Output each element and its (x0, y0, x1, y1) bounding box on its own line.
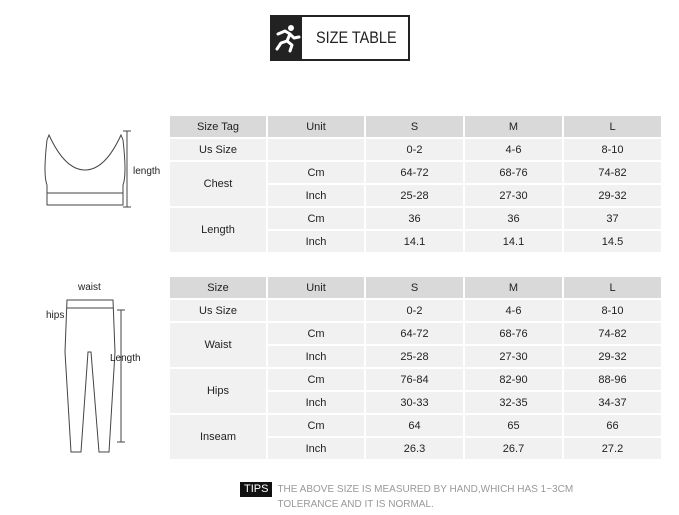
row-label: Inseam (170, 415, 266, 459)
value-cell: 74-82 (564, 323, 661, 344)
unit-cell: Inch (268, 438, 364, 459)
row-label: Hips (170, 369, 266, 413)
header-row: Size Tag Unit S M L (170, 116, 661, 137)
value-cell: 27.2 (564, 438, 661, 459)
column-header: L (564, 277, 661, 298)
column-header: L (564, 116, 661, 137)
value-cell: 88-96 (564, 369, 661, 390)
bra-length-label: length (133, 166, 161, 177)
column-header: Size Tag (170, 116, 266, 137)
table-row: Length Cm 36 36 37 (170, 208, 661, 252)
value-cell: 26.7 (465, 438, 562, 459)
row-label: Chest (170, 162, 266, 206)
value-cell: 14.1 (366, 231, 463, 252)
unit-cell (268, 300, 364, 321)
value-cell: 0-2 (366, 139, 463, 160)
row-label: Length (170, 208, 266, 252)
column-header: M (465, 277, 562, 298)
value-cell: 68-76 (465, 323, 562, 344)
tips-line-1: THE ABOVE SIZE IS MEASURED BY HAND,WHICH… (277, 484, 574, 495)
hips-label: hips (46, 310, 65, 321)
value-cell: 68-76 (465, 162, 562, 183)
unit-cell: Inch (268, 185, 364, 206)
value-cell: 37 (564, 208, 661, 229)
table-row: Inch 25-28 27-30 29-32 (170, 346, 661, 367)
value-cell: 65 (465, 415, 562, 436)
value-cell: 64-72 (366, 162, 463, 183)
table-row: Inch 25-28 27-30 29-32 (170, 185, 661, 206)
tips-note: TIPS THE ABOVE SIZE IS MEASURED BY HAND,… (240, 482, 573, 512)
value-cell: 25-28 (366, 185, 463, 206)
value-cell: 32-35 (465, 392, 562, 413)
unit-cell: Inch (268, 346, 364, 367)
value-cell: 14.1 (465, 231, 562, 252)
column-header: M (465, 116, 562, 137)
unit-cell: Inch (268, 392, 364, 413)
column-header: Size (170, 277, 266, 298)
running-person-icon (270, 15, 302, 61)
leggings-illustration (64, 299, 125, 453)
unit-cell (268, 139, 364, 160)
value-cell: 34-37 (564, 392, 661, 413)
column-header: S (366, 277, 463, 298)
value-cell: 74-82 (564, 162, 661, 183)
header-row: Size Unit S M L (170, 277, 661, 298)
table-row: Inseam Cm 64 65 66 (170, 415, 661, 459)
tips-badge: TIPS (240, 482, 273, 497)
value-cell: 4-6 (465, 139, 562, 160)
length-label: Length (110, 353, 141, 364)
table-row: Waist Cm 64-72 68-76 74-82 (170, 323, 661, 367)
unit-cell: Cm (268, 415, 364, 436)
column-header: Unit (268, 116, 364, 137)
table-row: Us Size 0-2 4-6 8-10 (170, 300, 661, 321)
table-row: Inch 14.1 14.1 14.5 (170, 231, 661, 252)
value-cell: 26.3 (366, 438, 463, 459)
bra-size-table: Size Tag Unit S M L Us Size 0-2 4-6 8-10 Chest Cm 6… (168, 114, 663, 254)
value-cell: 8-10 (564, 300, 661, 321)
value-cell: 76-84 (366, 369, 463, 390)
table-row: Inch 26.3 26.7 27.2 (170, 438, 661, 459)
value-cell: 8-10 (564, 139, 661, 160)
value-cell: 29-32 (564, 185, 661, 206)
value-cell: 29-32 (564, 346, 661, 367)
value-cell: 14.5 (564, 231, 661, 252)
value-cell: 36 (465, 208, 562, 229)
unit-cell: Cm (268, 162, 364, 183)
column-header: Unit (268, 277, 364, 298)
unit-cell: Cm (268, 323, 364, 344)
unit-cell: Cm (268, 208, 364, 229)
column-header: S (366, 116, 463, 137)
value-cell: 30-33 (366, 392, 463, 413)
title-text: SIZE TABLE (316, 28, 397, 47)
table-row: Chest Cm 64-72 68-76 74-82 (170, 162, 661, 206)
unit-cell: Inch (268, 231, 364, 252)
sports-bra-illustration (44, 130, 131, 208)
value-cell: 64 (366, 415, 463, 436)
value-cell: 82-90 (465, 369, 562, 390)
value-cell: 25-28 (366, 346, 463, 367)
table-row: Us Size 0-2 4-6 8-10 (170, 139, 661, 160)
row-label: Us Size (170, 300, 266, 321)
unit-cell: Cm (268, 369, 364, 390)
value-cell: 66 (564, 415, 661, 436)
value-cell: 36 (366, 208, 463, 229)
row-label: Us Size (170, 139, 266, 160)
value-cell: 27-30 (465, 346, 562, 367)
leggings-size-table: Size Unit S M L Us Size 0-2 4-6 8-10 Waist Cm 64-72… (168, 275, 663, 461)
table-row: Hips Cm 76-84 82-90 88-96 (170, 369, 661, 413)
value-cell: 27-30 (465, 185, 562, 206)
table-row: Inch 30-33 32-35 34-37 (170, 392, 661, 413)
row-label: Waist (170, 323, 266, 367)
tips-line-2: TOLERANCE AND IT IS NORMAL. (277, 499, 434, 510)
size-table-title: SIZE TABLE (270, 15, 410, 61)
value-cell: 4-6 (465, 300, 562, 321)
value-cell: 64-72 (366, 323, 463, 344)
waist-label: waist (78, 282, 101, 293)
value-cell: 0-2 (366, 300, 463, 321)
